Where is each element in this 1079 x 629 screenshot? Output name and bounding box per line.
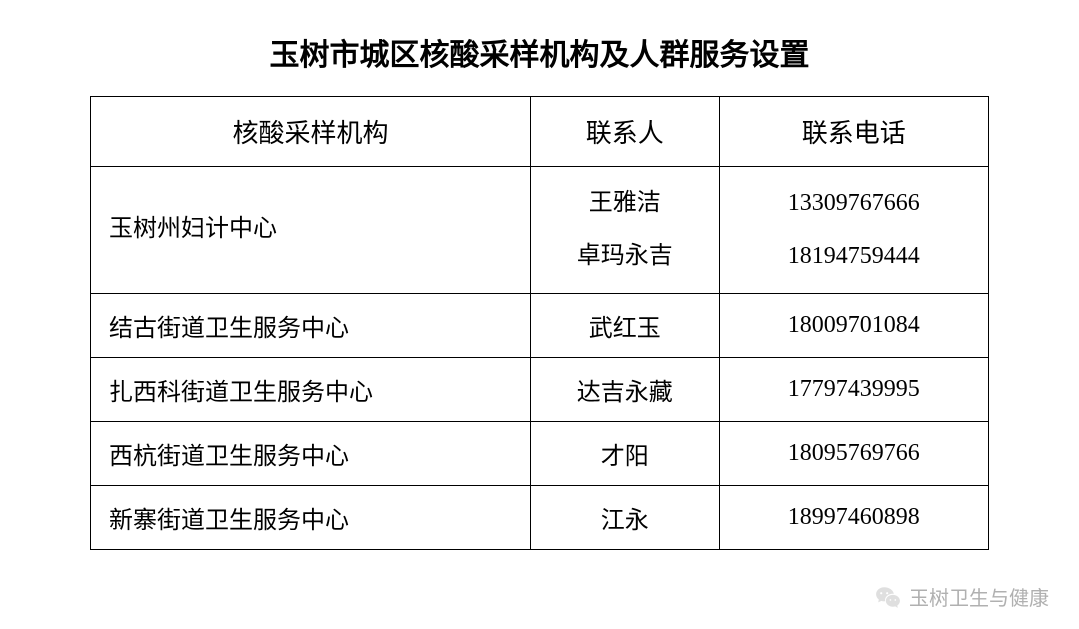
table-body: 玉树州妇计中心 王雅洁 卓玛永吉 13309767666 18194759444… — [91, 167, 989, 550]
cell-phone: 13309767666 18194759444 — [719, 167, 988, 294]
phone-number: 18194759444 — [720, 230, 988, 283]
cell-org: 新寨街道卫生服务中心 — [91, 485, 531, 549]
watermark: 玉树卫生与健康 — [875, 582, 1049, 611]
cell-phone: 18009701084 — [719, 293, 988, 357]
cell-contact: 王雅洁 卓玛永吉 — [531, 167, 720, 294]
cell-phone: 17797439995 — [719, 357, 988, 421]
cell-contact: 江永 — [531, 485, 720, 549]
page-title: 玉树市城区核酸采样机构及人群服务设置 — [90, 30, 989, 74]
cell-contact: 才阳 — [531, 421, 720, 485]
table-header: 核酸采样机构 联系人 联系电话 — [91, 97, 989, 167]
col-header-org: 核酸采样机构 — [91, 97, 531, 167]
cell-org: 扎西科街道卫生服务中心 — [91, 357, 531, 421]
col-header-phone: 联系电话 — [719, 97, 988, 167]
cell-phone: 18095769766 — [719, 421, 988, 485]
cell-contact: 达吉永藏 — [531, 357, 720, 421]
page-container: 玉树市城区核酸采样机构及人群服务设置 核酸采样机构 联系人 联系电话 玉树州妇计… — [0, 0, 1079, 550]
cell-org: 玉树州妇计中心 — [91, 167, 531, 294]
cell-org: 西杭街道卫生服务中心 — [91, 421, 531, 485]
contact-name: 王雅洁 — [531, 177, 719, 230]
table-row: 新寨街道卫生服务中心 江永 18997460898 — [91, 485, 989, 549]
col-header-contact: 联系人 — [531, 97, 720, 167]
phone-number: 13309767666 — [720, 177, 988, 230]
wechat-icon — [875, 584, 901, 610]
cell-org: 结古街道卫生服务中心 — [91, 293, 531, 357]
contact-name: 卓玛永吉 — [531, 230, 719, 283]
table-row: 扎西科街道卫生服务中心 达吉永藏 17797439995 — [91, 357, 989, 421]
table-row: 玉树州妇计中心 王雅洁 卓玛永吉 13309767666 18194759444 — [91, 167, 989, 294]
cell-phone: 18997460898 — [719, 485, 988, 549]
cell-contact: 武红玉 — [531, 293, 720, 357]
watermark-text: 玉树卫生与健康 — [909, 582, 1049, 611]
table-row: 结古街道卫生服务中心 武红玉 18009701084 — [91, 293, 989, 357]
org-table: 核酸采样机构 联系人 联系电话 玉树州妇计中心 王雅洁 卓玛永吉 1330976… — [90, 96, 989, 550]
table-row: 西杭街道卫生服务中心 才阳 18095769766 — [91, 421, 989, 485]
